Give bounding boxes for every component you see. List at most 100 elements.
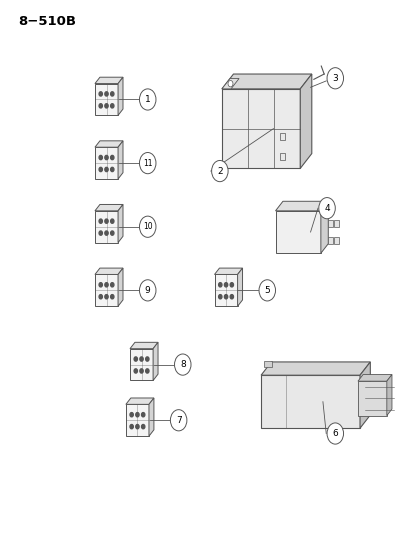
- Circle shape: [111, 219, 114, 223]
- Circle shape: [171, 410, 187, 431]
- Polygon shape: [222, 89, 300, 168]
- Circle shape: [225, 282, 228, 287]
- Polygon shape: [215, 274, 238, 306]
- Circle shape: [142, 413, 145, 417]
- Circle shape: [99, 282, 103, 287]
- Circle shape: [140, 357, 143, 361]
- Polygon shape: [118, 141, 123, 179]
- Circle shape: [99, 92, 103, 96]
- Circle shape: [99, 219, 103, 223]
- Polygon shape: [95, 274, 118, 306]
- Polygon shape: [95, 268, 123, 274]
- Polygon shape: [95, 211, 118, 243]
- Circle shape: [105, 295, 108, 299]
- Circle shape: [136, 424, 139, 429]
- Bar: [334, 220, 339, 227]
- Bar: [328, 237, 333, 244]
- Polygon shape: [95, 141, 123, 147]
- Circle shape: [134, 357, 137, 361]
- Circle shape: [136, 413, 139, 417]
- Polygon shape: [118, 77, 123, 115]
- Polygon shape: [264, 361, 271, 367]
- Circle shape: [111, 295, 114, 299]
- Polygon shape: [126, 405, 149, 436]
- Circle shape: [130, 424, 133, 429]
- Circle shape: [175, 354, 191, 375]
- Circle shape: [99, 231, 103, 235]
- Text: 11: 11: [143, 159, 152, 167]
- Circle shape: [111, 92, 114, 96]
- Polygon shape: [130, 349, 153, 381]
- Circle shape: [111, 282, 114, 287]
- Circle shape: [105, 231, 108, 235]
- Circle shape: [99, 156, 103, 160]
- Circle shape: [105, 156, 108, 160]
- Text: 10: 10: [143, 222, 153, 231]
- Text: 2: 2: [217, 166, 223, 175]
- Circle shape: [99, 167, 103, 172]
- Text: 5: 5: [264, 286, 270, 295]
- Circle shape: [140, 369, 143, 373]
- Polygon shape: [118, 268, 123, 306]
- Circle shape: [327, 423, 344, 444]
- Text: 1: 1: [145, 95, 151, 104]
- Circle shape: [228, 80, 233, 87]
- Polygon shape: [276, 201, 328, 211]
- Circle shape: [139, 152, 156, 174]
- Circle shape: [130, 413, 133, 417]
- Polygon shape: [238, 268, 242, 306]
- Polygon shape: [95, 84, 118, 115]
- Bar: [334, 237, 339, 244]
- Polygon shape: [358, 375, 392, 381]
- Polygon shape: [215, 268, 242, 274]
- Circle shape: [219, 282, 222, 287]
- Circle shape: [99, 104, 103, 108]
- Text: 4: 4: [324, 204, 330, 213]
- Polygon shape: [276, 211, 321, 253]
- Circle shape: [219, 295, 222, 299]
- Circle shape: [139, 216, 156, 237]
- Polygon shape: [222, 74, 312, 89]
- Polygon shape: [149, 398, 154, 436]
- Text: 6: 6: [332, 429, 338, 438]
- Bar: [328, 220, 333, 227]
- Polygon shape: [95, 77, 123, 84]
- Polygon shape: [126, 398, 154, 405]
- Circle shape: [111, 167, 114, 172]
- Polygon shape: [222, 78, 239, 89]
- Circle shape: [111, 231, 114, 235]
- Circle shape: [139, 280, 156, 301]
- Polygon shape: [360, 362, 370, 428]
- Polygon shape: [153, 342, 158, 381]
- Bar: [280, 153, 285, 160]
- Circle shape: [230, 295, 234, 299]
- Circle shape: [146, 357, 149, 361]
- Circle shape: [105, 92, 108, 96]
- Circle shape: [134, 369, 137, 373]
- Polygon shape: [300, 74, 312, 168]
- Polygon shape: [358, 381, 387, 416]
- Circle shape: [225, 295, 228, 299]
- Polygon shape: [95, 147, 118, 179]
- Circle shape: [105, 104, 108, 108]
- Circle shape: [146, 369, 149, 373]
- Text: 8−510B: 8−510B: [18, 14, 76, 28]
- Circle shape: [327, 68, 344, 89]
- Text: 7: 7: [176, 416, 181, 425]
- Circle shape: [212, 160, 228, 182]
- Circle shape: [139, 89, 156, 110]
- Text: 9: 9: [145, 286, 151, 295]
- Polygon shape: [95, 205, 123, 211]
- Circle shape: [111, 104, 114, 108]
- Circle shape: [230, 282, 234, 287]
- Circle shape: [105, 167, 108, 172]
- Polygon shape: [261, 375, 360, 428]
- Circle shape: [142, 424, 145, 429]
- Bar: [280, 133, 285, 140]
- Circle shape: [259, 280, 276, 301]
- Polygon shape: [130, 342, 158, 349]
- Polygon shape: [261, 362, 370, 375]
- Polygon shape: [118, 205, 123, 243]
- Circle shape: [111, 156, 114, 160]
- Circle shape: [105, 282, 108, 287]
